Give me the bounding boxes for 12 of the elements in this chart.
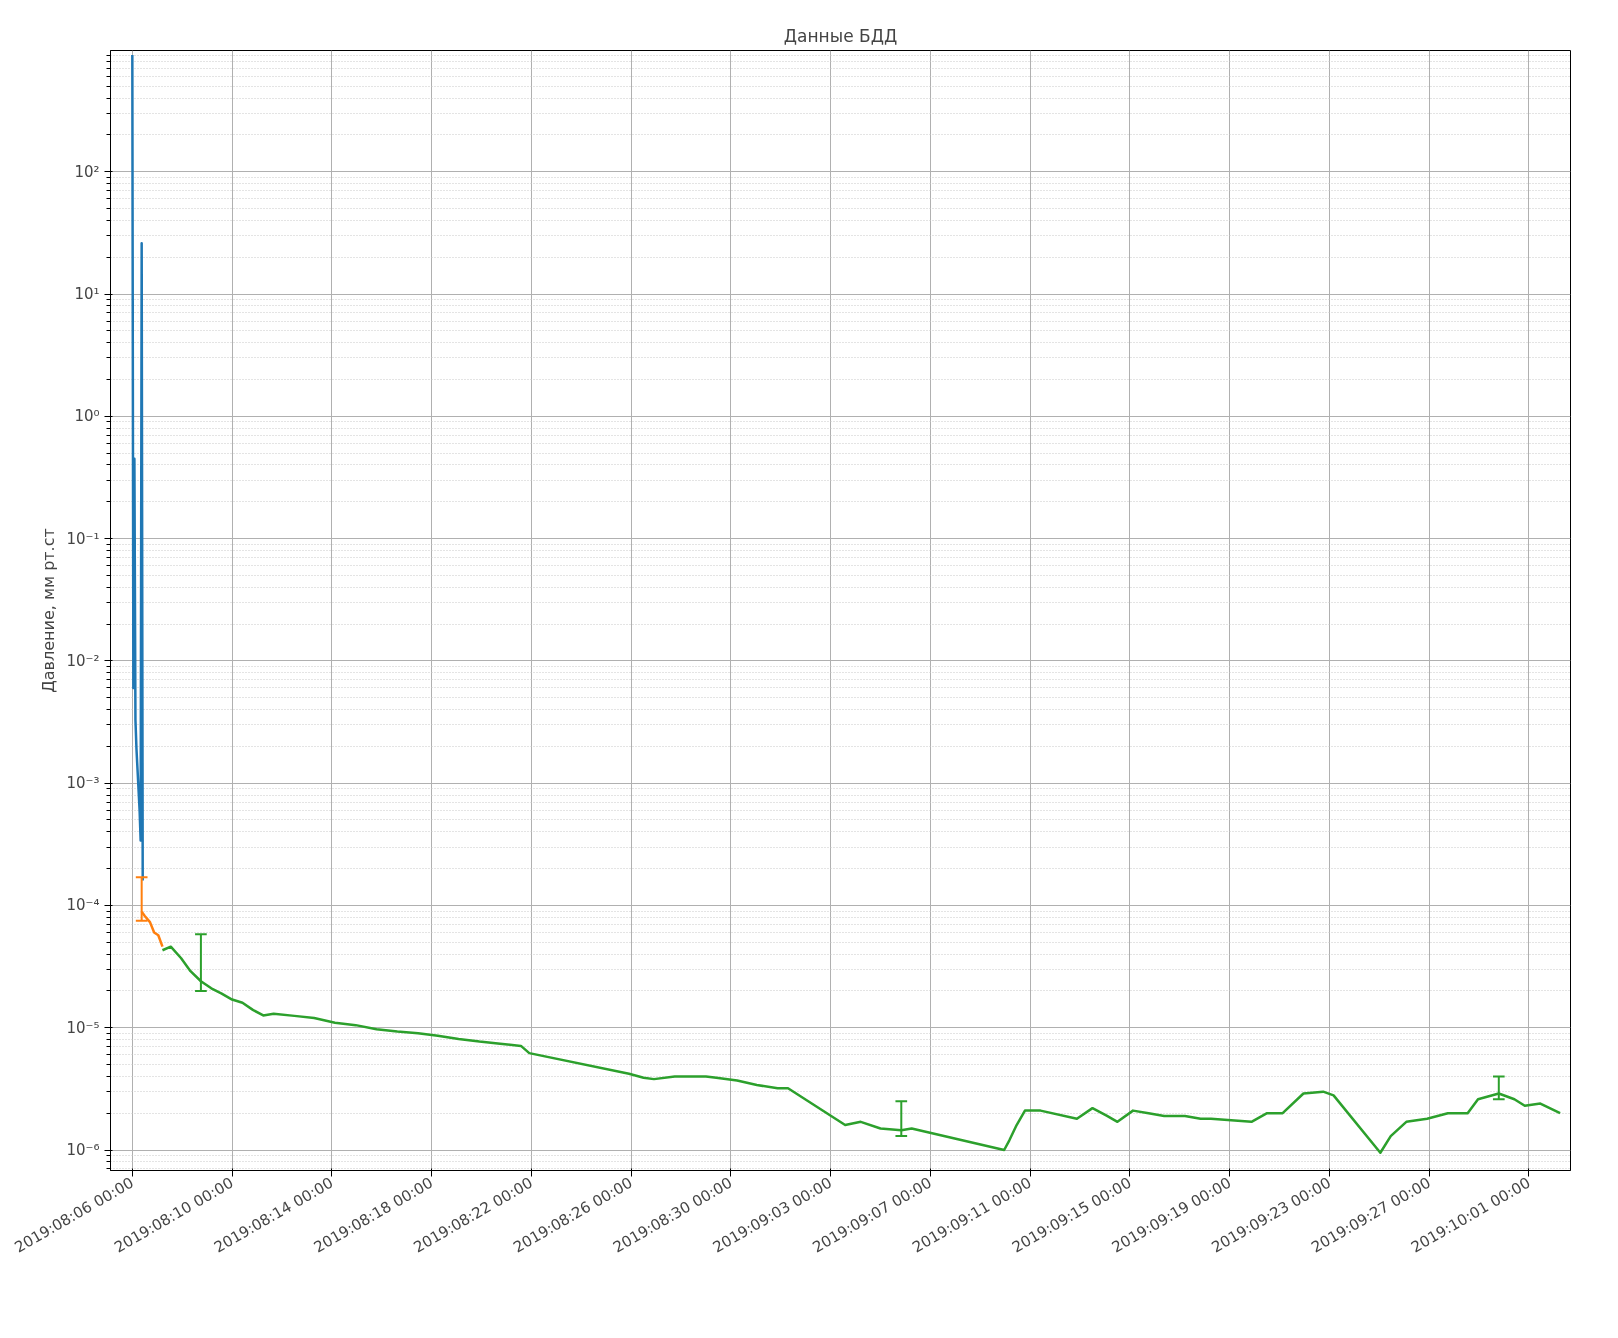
y-tick-label: 10⁻⁵ [66,1018,100,1037]
y-tick-label: 10⁻³ [66,774,100,793]
y-axis-title: Давление, мм рт.ст [39,528,59,693]
y-tick-label: 10⁰ [74,407,100,426]
y-tick-label: 10⁻⁴ [66,896,100,915]
y-tick-label: 10⁻¹ [66,529,100,548]
y-tick-label: 10² [74,162,100,181]
y-tick-label: 10⁻² [66,651,100,670]
y-tick-label: 10¹ [74,285,100,303]
line-series [131,53,144,882]
chart-title: Данные БДД [783,25,898,46]
y-tick-label: 10⁻⁶ [66,1141,100,1160]
